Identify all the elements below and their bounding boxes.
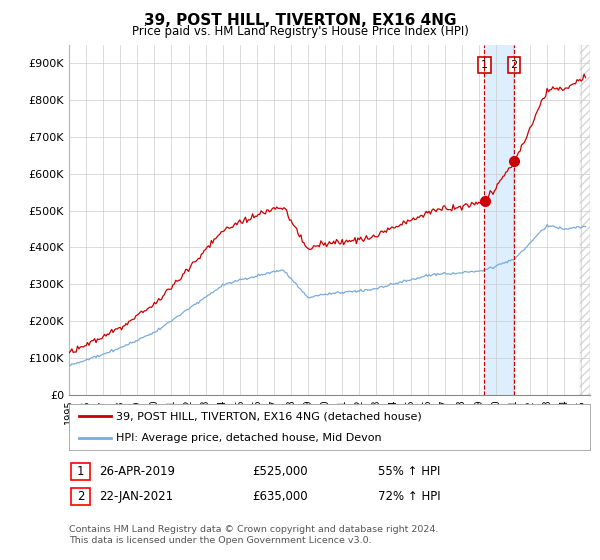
Bar xyxy=(484,45,514,395)
Bar xyxy=(581,45,590,395)
Text: 1: 1 xyxy=(77,465,84,478)
Text: 26-APR-2019: 26-APR-2019 xyxy=(99,465,175,478)
Text: HPI: Average price, detached house, Mid Devon: HPI: Average price, detached house, Mid … xyxy=(116,433,382,443)
Text: £525,000: £525,000 xyxy=(252,465,308,478)
Text: 2: 2 xyxy=(511,60,518,70)
Text: Price paid vs. HM Land Registry's House Price Index (HPI): Price paid vs. HM Land Registry's House … xyxy=(131,25,469,38)
Text: 39, POST HILL, TIVERTON, EX16 4NG (detached house): 39, POST HILL, TIVERTON, EX16 4NG (detac… xyxy=(116,411,422,421)
Text: 1: 1 xyxy=(481,60,488,70)
Text: £635,000: £635,000 xyxy=(252,490,308,503)
Text: Contains HM Land Registry data © Crown copyright and database right 2024.
This d: Contains HM Land Registry data © Crown c… xyxy=(69,525,439,545)
Text: 2: 2 xyxy=(77,490,84,503)
Text: 72% ↑ HPI: 72% ↑ HPI xyxy=(378,490,440,503)
Text: 39, POST HILL, TIVERTON, EX16 4NG: 39, POST HILL, TIVERTON, EX16 4NG xyxy=(144,13,456,28)
Text: 55% ↑ HPI: 55% ↑ HPI xyxy=(378,465,440,478)
Text: 22-JAN-2021: 22-JAN-2021 xyxy=(99,490,173,503)
